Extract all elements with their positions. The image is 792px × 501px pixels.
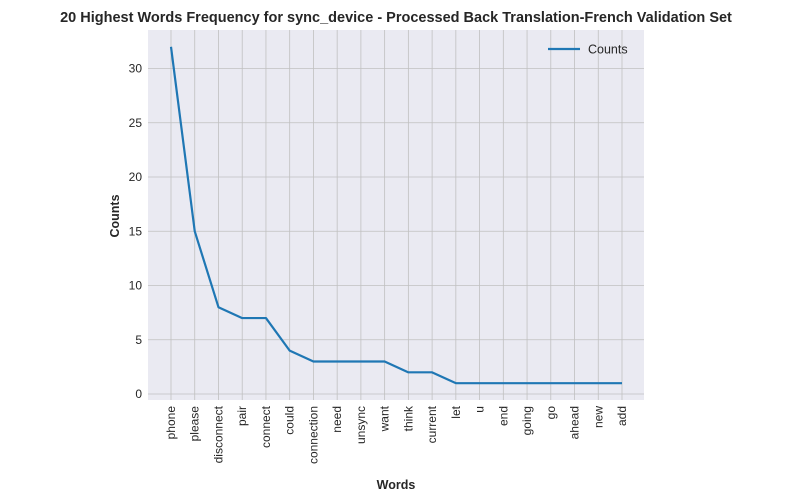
x-axis-ticks: phone please disconnect pair connect could con… bbox=[164, 405, 629, 464]
x-tick-label: u bbox=[473, 406, 487, 413]
x-tick-label: end bbox=[496, 406, 510, 426]
chart-title: 20 Highest Words Frequency for sync_devi… bbox=[60, 10, 732, 26]
y-tick-label: 25 bbox=[129, 116, 143, 130]
x-tick-label: think bbox=[401, 405, 415, 431]
grid-lines bbox=[148, 30, 644, 400]
x-tick-label: new bbox=[591, 406, 605, 428]
x-tick-label: connect bbox=[259, 405, 273, 448]
x-tick-label: need bbox=[330, 406, 344, 433]
y-tick-label: 30 bbox=[129, 62, 143, 76]
y-tick-label: 0 bbox=[135, 387, 142, 401]
x-axis-label: Words bbox=[377, 478, 416, 492]
x-tick-label: ahead bbox=[568, 406, 582, 439]
x-tick-label: pair bbox=[235, 406, 249, 426]
x-tick-label: current bbox=[425, 405, 439, 443]
x-tick-label: please bbox=[188, 406, 202, 442]
y-tick-label: 15 bbox=[129, 224, 143, 238]
y-axis-label: Counts bbox=[108, 194, 122, 237]
y-tick-label: 10 bbox=[129, 279, 143, 293]
legend-entry-counts: Counts bbox=[588, 43, 628, 57]
x-tick-label: unsync bbox=[354, 406, 368, 444]
x-tick-label: add bbox=[615, 406, 629, 426]
plot-area bbox=[148, 30, 644, 400]
y-tick-label: 20 bbox=[129, 170, 143, 184]
x-tick-label: go bbox=[544, 406, 558, 420]
series-line-counts bbox=[169, 46, 622, 385]
y-tick-label: 5 bbox=[135, 333, 142, 347]
x-tick-label: connection bbox=[306, 406, 320, 464]
x-tick-label: want bbox=[378, 405, 392, 432]
legend: Counts bbox=[548, 43, 628, 57]
x-tick-label: phone bbox=[164, 406, 178, 440]
x-tick-label: going bbox=[520, 406, 534, 435]
x-tick-label: disconnect bbox=[211, 405, 225, 463]
x-tick-label: could bbox=[283, 406, 297, 435]
y-axis-ticks: 0 5 10 15 20 25 30 bbox=[129, 62, 143, 402]
x-tick-label: let bbox=[449, 405, 463, 418]
